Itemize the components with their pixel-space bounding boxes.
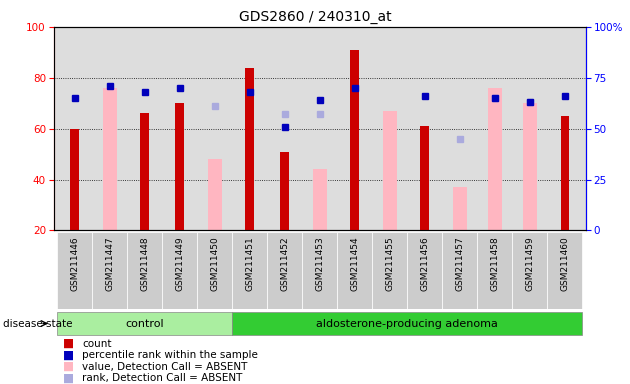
Text: aldosterone-producing adenoma: aldosterone-producing adenoma: [316, 318, 498, 329]
Bar: [92, 232, 127, 309]
Bar: [561, 116, 570, 230]
Bar: [162, 232, 197, 309]
Bar: [70, 129, 79, 230]
Bar: [267, 232, 302, 309]
Text: GSM211454: GSM211454: [350, 236, 359, 291]
Bar: [232, 232, 267, 309]
Bar: [302, 232, 337, 309]
Bar: [245, 68, 254, 230]
Bar: [350, 50, 359, 230]
Bar: [407, 232, 442, 309]
Bar: [547, 232, 582, 309]
Text: GSM211451: GSM211451: [245, 236, 254, 291]
Bar: [337, 232, 372, 309]
Text: GSM211458: GSM211458: [490, 236, 500, 291]
Bar: [197, 232, 232, 309]
Text: value, Detection Call = ABSENT: value, Detection Call = ABSENT: [82, 362, 247, 372]
Text: GSM211460: GSM211460: [561, 236, 570, 291]
Text: GSM211455: GSM211455: [386, 236, 394, 291]
Text: ■: ■: [63, 349, 74, 362]
Bar: [232, 312, 582, 335]
Text: GSM211450: GSM211450: [210, 236, 219, 291]
Text: percentile rank within the sample: percentile rank within the sample: [82, 350, 258, 360]
Bar: [442, 232, 478, 309]
Text: GSM211449: GSM211449: [175, 236, 184, 291]
Text: GSM211446: GSM211446: [70, 236, 79, 291]
Bar: [208, 159, 222, 230]
Bar: [420, 126, 429, 230]
Text: GSM211452: GSM211452: [280, 236, 289, 291]
Bar: [127, 232, 162, 309]
Text: GSM211459: GSM211459: [525, 236, 534, 291]
Bar: [478, 232, 512, 309]
Bar: [103, 88, 117, 230]
Bar: [140, 113, 149, 230]
Text: ■: ■: [63, 360, 74, 373]
Bar: [523, 103, 537, 230]
Text: ■: ■: [63, 372, 74, 384]
Bar: [57, 312, 232, 335]
Bar: [512, 232, 547, 309]
Bar: [383, 111, 397, 230]
Text: GSM211448: GSM211448: [140, 236, 149, 291]
Bar: [372, 232, 407, 309]
Bar: [57, 232, 92, 309]
Text: rank, Detection Call = ABSENT: rank, Detection Call = ABSENT: [82, 373, 243, 383]
Text: count: count: [82, 339, 112, 349]
Bar: [312, 169, 327, 230]
Bar: [488, 88, 502, 230]
Text: GDS2860 / 240310_at: GDS2860 / 240310_at: [239, 10, 391, 23]
Bar: [453, 187, 467, 230]
Text: GSM211447: GSM211447: [105, 236, 114, 291]
Text: GSM211453: GSM211453: [315, 236, 324, 291]
Text: GSM211457: GSM211457: [455, 236, 464, 291]
Text: GSM211456: GSM211456: [420, 236, 429, 291]
Text: disease state: disease state: [3, 318, 72, 329]
Bar: [175, 103, 184, 230]
Text: control: control: [125, 318, 164, 329]
Bar: [280, 152, 289, 230]
Text: ■: ■: [63, 337, 74, 350]
